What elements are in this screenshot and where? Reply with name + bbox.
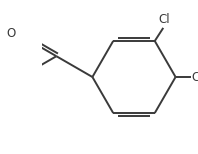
Text: Cl: Cl [192, 71, 198, 83]
Text: Cl: Cl [158, 13, 169, 26]
Text: O: O [7, 27, 16, 40]
